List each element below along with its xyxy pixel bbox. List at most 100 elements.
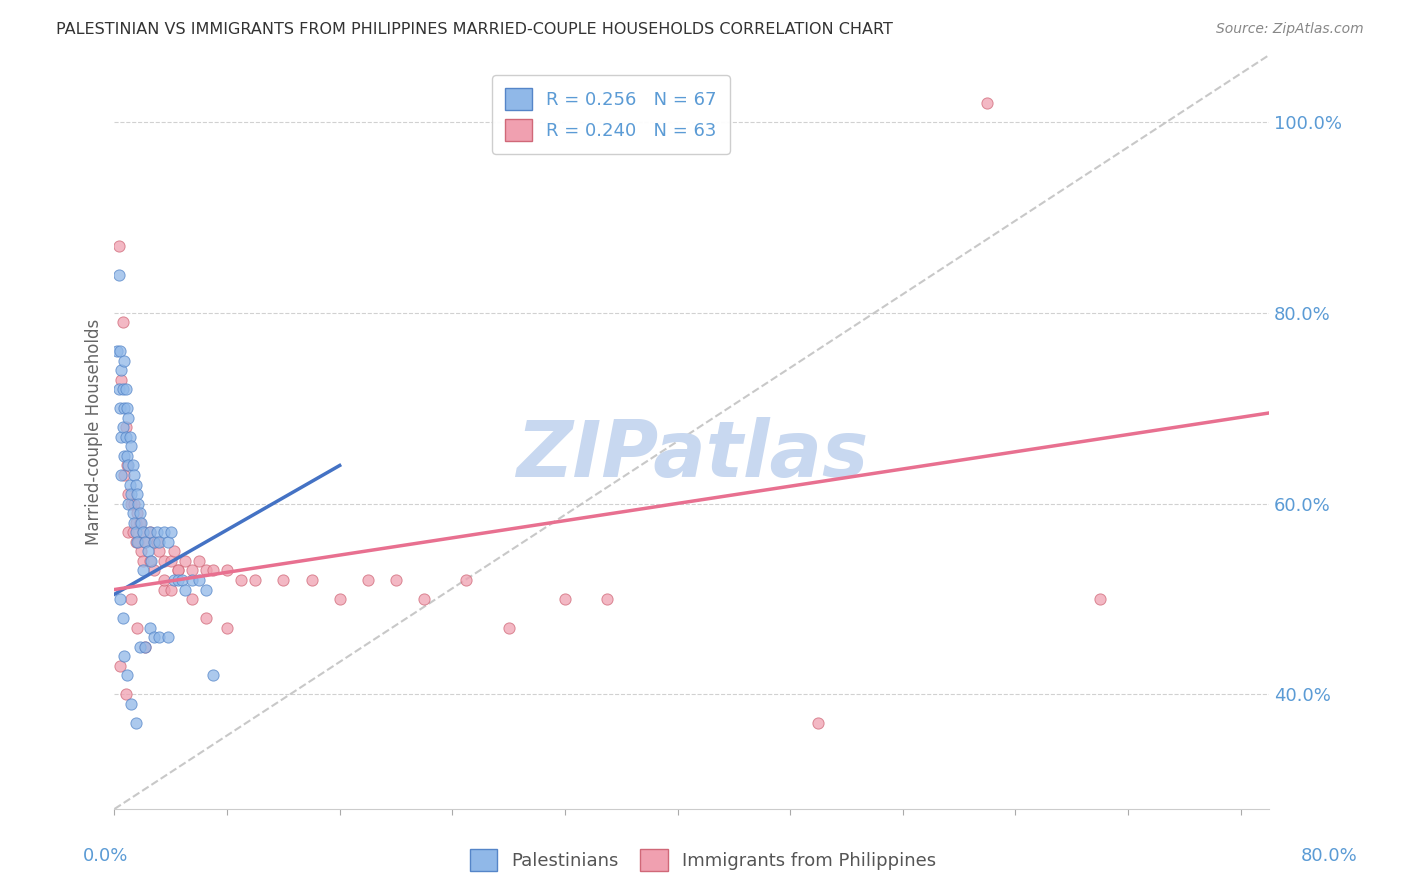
Point: [124, 516, 146, 530]
Point: [127, 497, 149, 511]
Point: [152, 582, 174, 597]
Point: [156, 630, 179, 644]
Point: [229, 573, 252, 587]
Point: [138, 621, 160, 635]
Point: [1088, 592, 1111, 607]
Point: [125, 621, 148, 635]
Point: [112, 468, 135, 483]
Point: [114, 420, 136, 434]
Text: 80.0%: 80.0%: [1301, 847, 1357, 865]
Point: [122, 516, 145, 530]
Point: [159, 554, 181, 568]
Point: [108, 343, 131, 358]
Point: [114, 688, 136, 702]
Point: [111, 420, 134, 434]
Point: [142, 534, 165, 549]
Point: [112, 353, 135, 368]
Point: [111, 382, 134, 396]
Point: [105, 343, 128, 358]
Point: [180, 592, 202, 607]
Point: [121, 506, 143, 520]
Point: [107, 268, 129, 282]
Point: [136, 544, 159, 558]
Point: [807, 716, 830, 731]
Point: [159, 582, 181, 597]
Point: [120, 697, 142, 711]
Point: [159, 525, 181, 540]
Point: [118, 430, 141, 444]
Point: [131, 564, 153, 578]
Point: [456, 573, 478, 587]
Point: [138, 554, 160, 568]
Y-axis label: Married-couple Households: Married-couple Households: [86, 319, 103, 545]
Legend: R = 0.256   N = 67, R = 0.240   N = 63: R = 0.256 N = 67, R = 0.240 N = 63: [492, 76, 730, 153]
Point: [122, 497, 145, 511]
Point: [125, 506, 148, 520]
Point: [201, 564, 224, 578]
Point: [129, 516, 152, 530]
Point: [142, 564, 165, 578]
Point: [273, 573, 295, 587]
Point: [112, 401, 135, 416]
Point: [187, 554, 209, 568]
Point: [329, 592, 352, 607]
Point: [976, 95, 998, 110]
Point: [107, 382, 129, 396]
Point: [413, 592, 436, 607]
Point: [166, 564, 188, 578]
Text: 0.0%: 0.0%: [83, 847, 128, 865]
Point: [139, 554, 162, 568]
Point: [118, 477, 141, 491]
Point: [166, 573, 188, 587]
Point: [145, 525, 167, 540]
Point: [131, 525, 153, 540]
Point: [554, 592, 576, 607]
Point: [122, 468, 145, 483]
Point: [173, 582, 195, 597]
Point: [120, 497, 142, 511]
Point: [148, 534, 170, 549]
Point: [124, 716, 146, 731]
Point: [114, 430, 136, 444]
Point: [170, 573, 193, 587]
Point: [117, 487, 139, 501]
Point: [124, 534, 146, 549]
Point: [112, 449, 135, 463]
Point: [134, 640, 156, 654]
Point: [215, 621, 238, 635]
Point: [128, 506, 150, 520]
Point: [215, 564, 238, 578]
Point: [114, 382, 136, 396]
Point: [107, 239, 129, 253]
Point: [152, 554, 174, 568]
Point: [121, 525, 143, 540]
Point: [138, 525, 160, 540]
Point: [162, 544, 184, 558]
Point: [110, 363, 132, 377]
Point: [180, 564, 202, 578]
Point: [110, 468, 132, 483]
Text: PALESTINIAN VS IMMIGRANTS FROM PHILIPPINES MARRIED-COUPLE HOUSEHOLDS CORRELATION: PALESTINIAN VS IMMIGRANTS FROM PHILIPPIN…: [56, 22, 893, 37]
Point: [108, 401, 131, 416]
Point: [110, 430, 132, 444]
Point: [152, 525, 174, 540]
Point: [117, 410, 139, 425]
Point: [108, 592, 131, 607]
Point: [111, 611, 134, 625]
Point: [596, 592, 619, 607]
Point: [125, 534, 148, 549]
Point: [128, 516, 150, 530]
Point: [138, 525, 160, 540]
Point: [148, 544, 170, 558]
Point: [156, 534, 179, 549]
Point: [127, 534, 149, 549]
Point: [117, 525, 139, 540]
Point: [120, 439, 142, 453]
Point: [142, 630, 165, 644]
Point: [201, 668, 224, 682]
Point: [385, 573, 408, 587]
Point: [194, 611, 217, 625]
Point: [134, 640, 156, 654]
Point: [245, 573, 267, 587]
Point: [110, 373, 132, 387]
